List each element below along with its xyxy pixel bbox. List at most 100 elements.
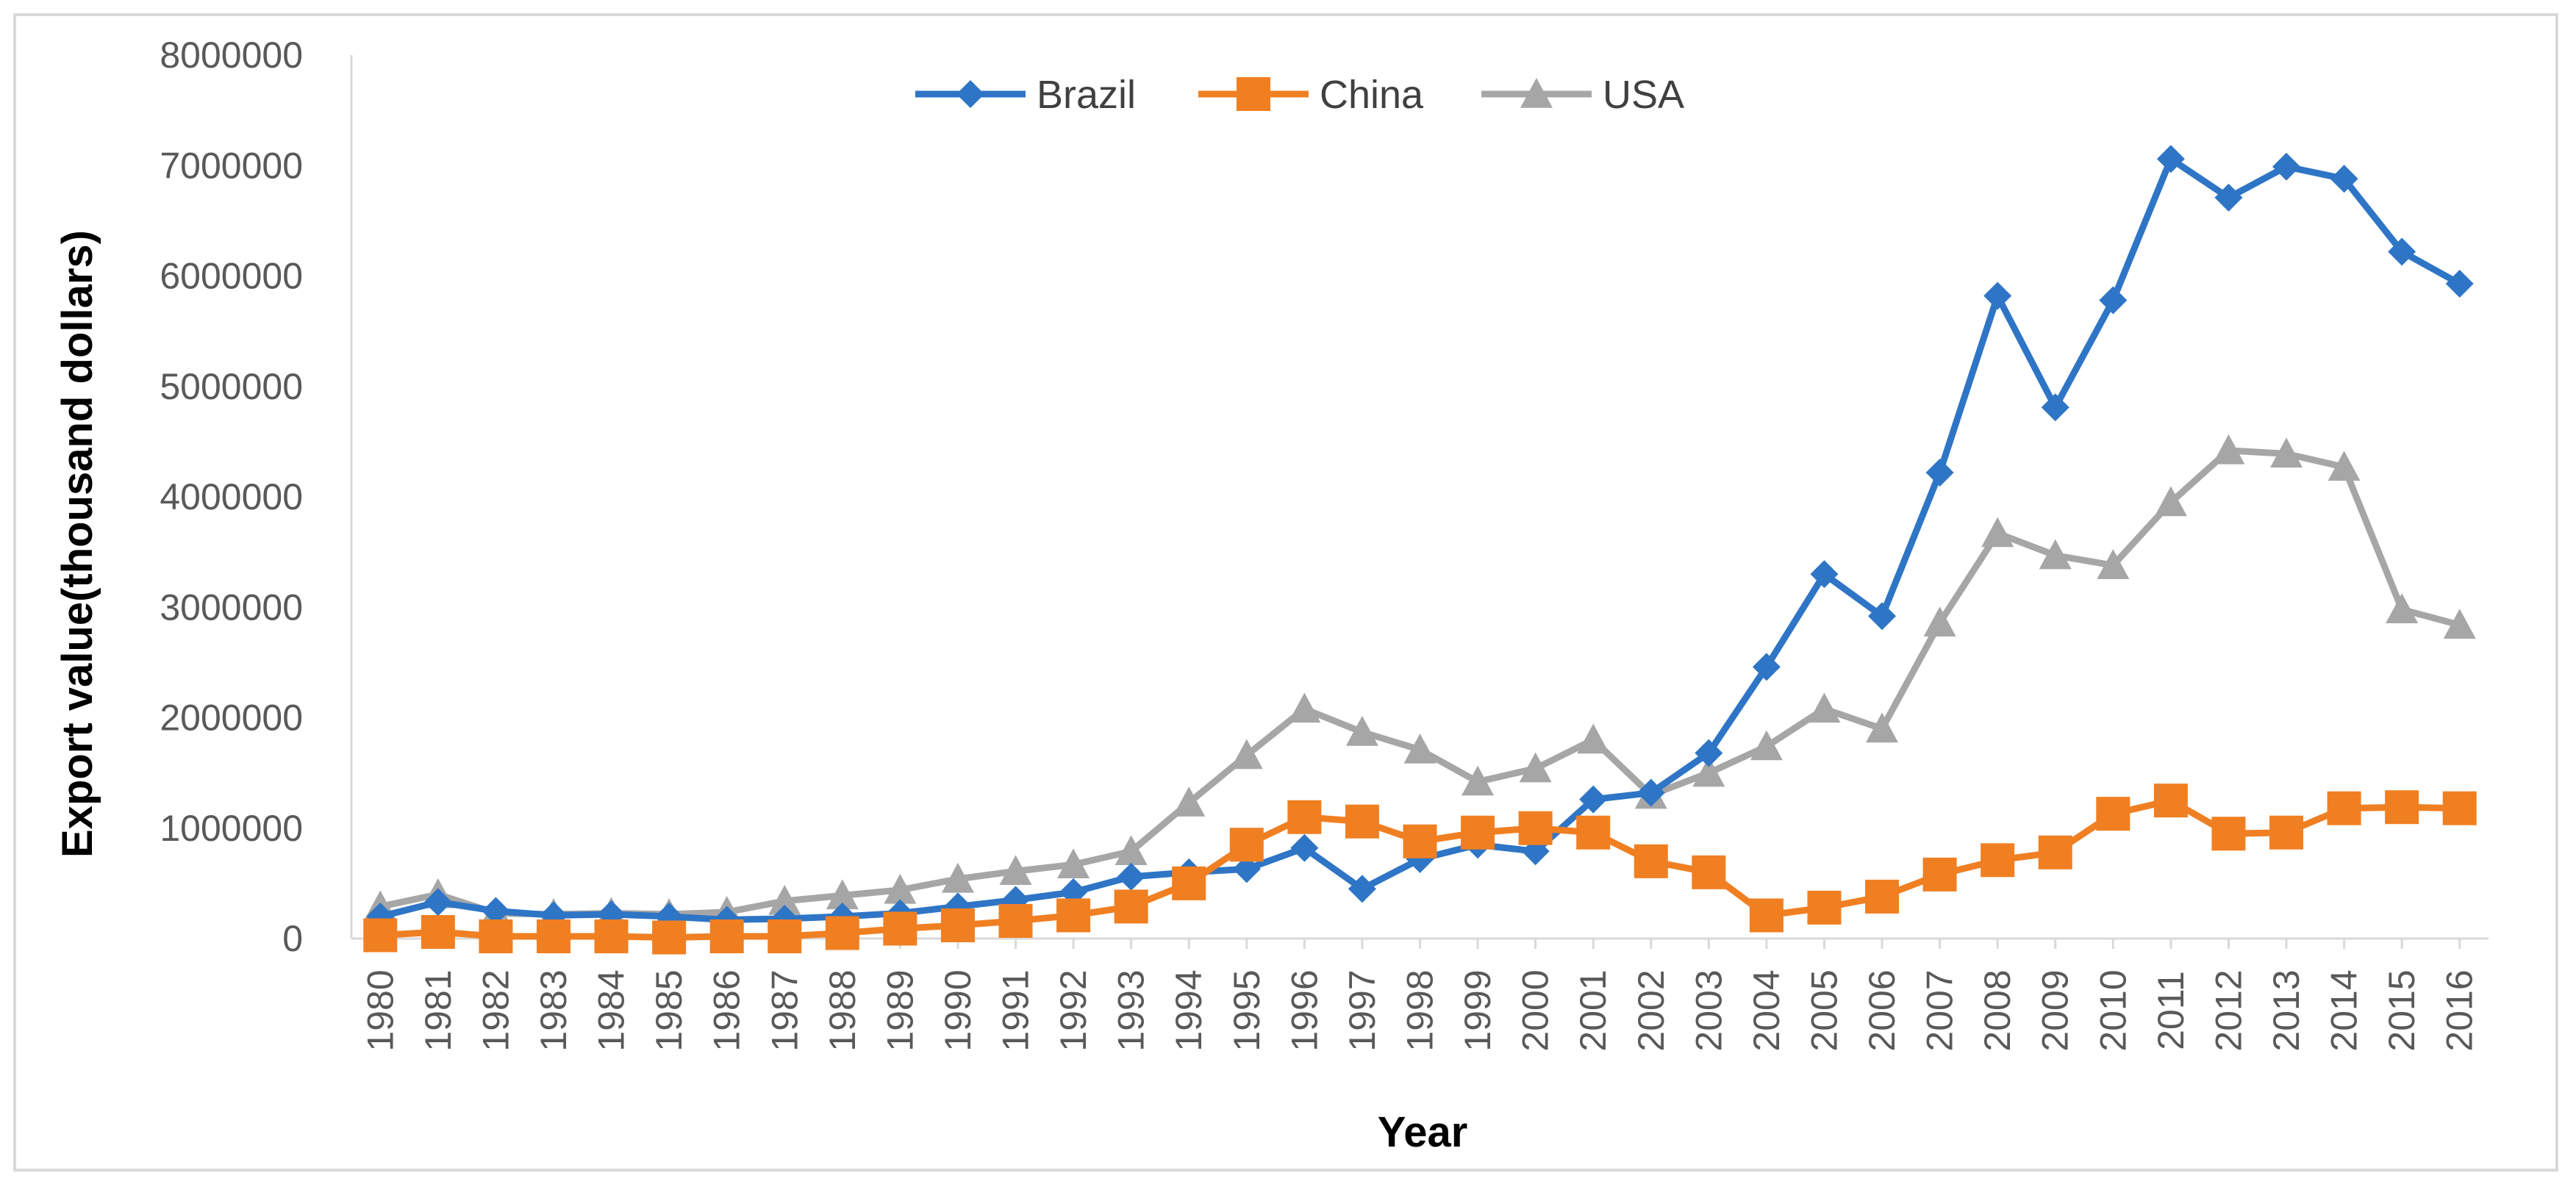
data-point-china xyxy=(1576,815,1611,850)
data-point-china xyxy=(1403,824,1437,858)
data-point-china xyxy=(594,919,629,953)
x-tick-label: 2002 xyxy=(1631,969,1672,1051)
data-point-usa xyxy=(884,873,917,904)
x-tick-label: 2015 xyxy=(2381,969,2422,1051)
data-point-china xyxy=(1114,889,1148,924)
data-point-china xyxy=(1461,815,1495,850)
data-point-usa xyxy=(1808,692,1841,723)
x-axis: 1980 1981 1982 1983 1984 1985 1986 1987 1988 1989… xyxy=(351,937,2489,1052)
x-tick-label: 1982 xyxy=(475,969,516,1051)
data-point-brazil xyxy=(2156,145,2185,173)
data-point-brazil xyxy=(2330,165,2358,193)
data-point-usa xyxy=(1345,716,1378,746)
data-point-usa xyxy=(768,884,801,915)
data-point-china xyxy=(2211,817,2246,851)
x-tick-label: 1995 xyxy=(1226,969,1267,1051)
legend-marker xyxy=(956,80,984,108)
x-tick-label: 2010 xyxy=(2092,969,2133,1051)
data-point-brazil xyxy=(1348,875,1376,903)
data-point-china xyxy=(940,908,975,942)
data-point-brazil xyxy=(1868,602,1897,631)
x-tick-label: 2008 xyxy=(1977,969,2018,1051)
legend-label: China xyxy=(1320,73,1424,117)
data-point-brazil xyxy=(1810,560,1839,589)
data-point-usa xyxy=(1461,765,1495,796)
data-point-china xyxy=(2269,815,2304,850)
data-point-usa xyxy=(1866,712,1899,743)
x-tick-label: 2000 xyxy=(1515,969,1556,1051)
data-point-brazil xyxy=(1752,653,1781,681)
legend-label: USA xyxy=(1603,73,1684,117)
x-tick-label: 2007 xyxy=(1920,969,1961,1051)
data-point-usa xyxy=(1230,739,1263,770)
data-point-usa xyxy=(1057,848,1090,879)
data-point-usa xyxy=(1692,756,1725,787)
data-point-brazil xyxy=(2099,286,2128,315)
data-point-usa xyxy=(826,879,859,910)
x-tick-label: 1983 xyxy=(533,969,574,1051)
chart-frame xyxy=(13,13,2558,1172)
data-point-china xyxy=(2038,835,2072,869)
x-tick-label: 1985 xyxy=(648,969,690,1051)
data-point-brazil xyxy=(482,897,510,925)
data-point-usa xyxy=(1923,606,1956,636)
x-axis-title: Year xyxy=(1378,1108,1468,1156)
data-point-usa xyxy=(2328,451,2361,481)
data-point-china xyxy=(825,916,859,950)
data-point-brazil xyxy=(1925,458,1954,487)
x-tick-label: 2011 xyxy=(2150,971,2192,1050)
data-point-usa xyxy=(999,855,1032,886)
x-tick-label: 1984 xyxy=(591,969,632,1051)
x-tick-label: 1990 xyxy=(937,969,978,1051)
data-point-brazil xyxy=(2041,393,2069,422)
data-point-brazil xyxy=(1579,785,1608,814)
y-tick-label: 7000000 xyxy=(160,145,303,186)
x-tick-label: 1993 xyxy=(1111,969,1152,1051)
x-tick-label: 1988 xyxy=(822,969,863,1051)
x-tick-label: 2004 xyxy=(1746,969,1787,1051)
data-point-china xyxy=(1692,855,1726,889)
x-tick-label: 1987 xyxy=(764,969,805,1051)
data-point-brazil xyxy=(1983,281,2012,310)
x-tick-label: 2003 xyxy=(1688,969,1729,1051)
legend-marker xyxy=(1237,77,1270,111)
y-tick-label: 6000000 xyxy=(160,256,303,297)
y-tick-label: 8000000 xyxy=(160,35,303,76)
data-point-china xyxy=(1922,857,1957,892)
data-point-china xyxy=(2327,791,2361,825)
data-point-brazil xyxy=(2272,152,2301,181)
x-tick-label: 1992 xyxy=(1053,969,1094,1051)
data-point-china xyxy=(1749,898,1783,933)
data-point-china xyxy=(1229,828,1264,862)
data-point-usa xyxy=(1173,786,1206,817)
data-point-china xyxy=(883,911,917,946)
data-point-brazil xyxy=(1695,739,1723,767)
y-tick-label: 5000000 xyxy=(160,366,303,407)
legend-marker xyxy=(1520,78,1553,108)
y-tick-label: 4000000 xyxy=(160,476,303,517)
x-tick-label: 2005 xyxy=(1803,969,1845,1051)
data-point-china xyxy=(998,903,1033,938)
data-point-china xyxy=(1172,866,1206,900)
x-tick-label: 1980 xyxy=(359,969,401,1051)
data-point-china xyxy=(768,919,802,953)
data-point-china xyxy=(421,914,455,949)
x-tick-label: 2016 xyxy=(2439,969,2480,1051)
legend-item-usa: USA xyxy=(1481,73,1684,117)
data-point-usa xyxy=(2097,549,2130,579)
data-point-china xyxy=(1287,800,1322,834)
data-point-china xyxy=(1518,811,1553,845)
data-point-china xyxy=(1865,879,1900,914)
data-point-china xyxy=(652,920,687,955)
legend-label: Brazil xyxy=(1037,73,1136,117)
legend-item-brazil: Brazil xyxy=(915,73,1136,117)
data-point-usa xyxy=(1403,734,1437,764)
data-point-china xyxy=(2153,783,2188,818)
data-point-brazil xyxy=(2214,183,2243,212)
data-point-china xyxy=(1634,844,1668,878)
data-point-brazil xyxy=(1232,855,1261,883)
data-point-usa xyxy=(2443,609,2476,639)
x-tick-label: 2006 xyxy=(1861,969,1903,1051)
data-point-china xyxy=(1807,890,1842,925)
